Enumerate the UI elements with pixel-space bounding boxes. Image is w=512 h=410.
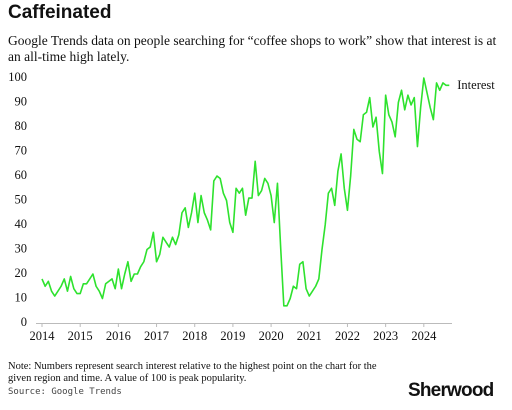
x-tick-label: 2015 xyxy=(68,329,93,343)
y-tick-label: 100 xyxy=(8,70,27,84)
y-tick-label: 50 xyxy=(15,192,28,206)
brand-logo: Sherwood xyxy=(408,380,494,401)
y-tick-label: 70 xyxy=(15,143,28,157)
chart-subtitle: Google Trends data on people searching f… xyxy=(8,33,497,64)
x-tick-label: 2022 xyxy=(335,329,360,343)
y-tick-label: 80 xyxy=(15,119,28,133)
y-tick-label: 10 xyxy=(15,290,28,304)
x-tick-label: 2021 xyxy=(297,329,322,343)
x-tick-label: 2018 xyxy=(182,329,207,343)
x-tick-label: 2024 xyxy=(411,329,437,343)
y-tick-label: 60 xyxy=(15,168,28,182)
x-tick-label: 2019 xyxy=(220,329,245,343)
y-tick-label: 90 xyxy=(15,94,28,108)
y-tick-label: 20 xyxy=(15,266,28,280)
y-tick-label: 0 xyxy=(21,315,27,329)
chart-note: Note: Numbers represent search interest … xyxy=(8,361,377,384)
series-label: Interest xyxy=(457,78,495,92)
x-tick-label: 2023 xyxy=(373,329,398,343)
chart-source: Source: Google Trends xyxy=(8,387,122,397)
line-series xyxy=(41,77,450,307)
x-tick-label: 2014 xyxy=(30,329,56,343)
y-tick-label: 40 xyxy=(15,217,28,231)
chart-title: Caffeinated xyxy=(8,2,112,23)
x-tick-label: 2016 xyxy=(106,329,131,343)
y-tick-label: 30 xyxy=(15,241,28,255)
x-tick-label: 2017 xyxy=(144,329,169,343)
x-tick-label: 2020 xyxy=(259,329,284,343)
